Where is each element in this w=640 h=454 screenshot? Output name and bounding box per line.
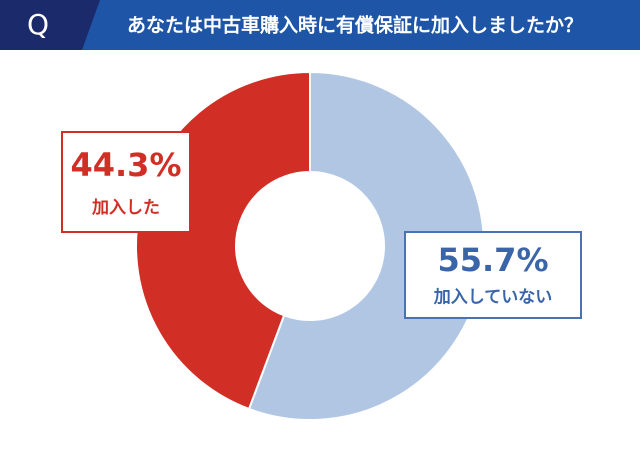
header-bar <box>0 0 640 50</box>
question-label: Q <box>27 8 49 41</box>
callout-box <box>61 131 191 233</box>
chart-title: あなたは中古車購入時に有償保証に加入しましたか？ <box>127 14 583 37</box>
value-label: 44.3% <box>70 146 181 184</box>
category-label: 加入していない <box>433 287 553 307</box>
callout-box <box>404 231 582 319</box>
value-label: 55.7% <box>437 241 548 279</box>
donut-slice <box>247 70 485 421</box>
question-badge <box>0 0 100 50</box>
category-label: 加入した <box>91 198 160 218</box>
